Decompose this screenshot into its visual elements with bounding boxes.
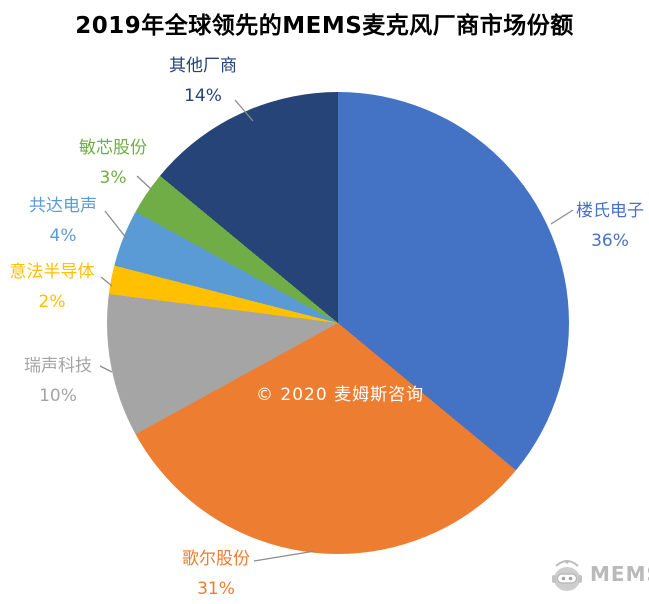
slice-value: 4% [49,226,77,246]
slice-name: 共达电声 [29,196,97,216]
slice-label-geer: 歌尔股份 31% [156,544,276,604]
slice-label-loushi: 楼氏电子 36% [550,196,649,256]
slice-label-ruisheng: 瑞声科技 10% [0,351,118,411]
slice-label-gongda: 共达电声 4% [3,191,123,251]
page-title: 2019年全球领先的MEMS麦克风厂商市场份额 [75,13,574,39]
slice-name: 瑞声科技 [24,356,92,376]
slice-value: 10% [39,386,77,406]
slice-name: 意法半导体 [9,262,95,282]
pie-chart [107,92,569,554]
slice-label-other: 其他厂商 14% [143,51,263,111]
brand-logo-text: MEMS [590,562,649,586]
slice-label-minxin: 敏芯股份 3% [53,133,173,193]
brand-logo: MEMS [548,554,649,594]
slice-value: 31% [197,579,235,599]
slice-name: 敏芯股份 [79,138,147,158]
slice-value: 3% [99,168,127,188]
slice-name: 楼氏电子 [576,201,644,221]
slice-name: 歌尔股份 [182,549,250,569]
copyright-watermark: © 2020 麦姆斯咨询 [256,385,425,405]
slice-name: 其他厂商 [169,56,237,76]
robot-icon [552,560,582,591]
slice-value: 14% [184,86,222,106]
slice-value: 36% [591,231,629,251]
slice-label-yifa: 意法半导体 2% [0,257,112,317]
slice-value: 2% [38,292,66,312]
